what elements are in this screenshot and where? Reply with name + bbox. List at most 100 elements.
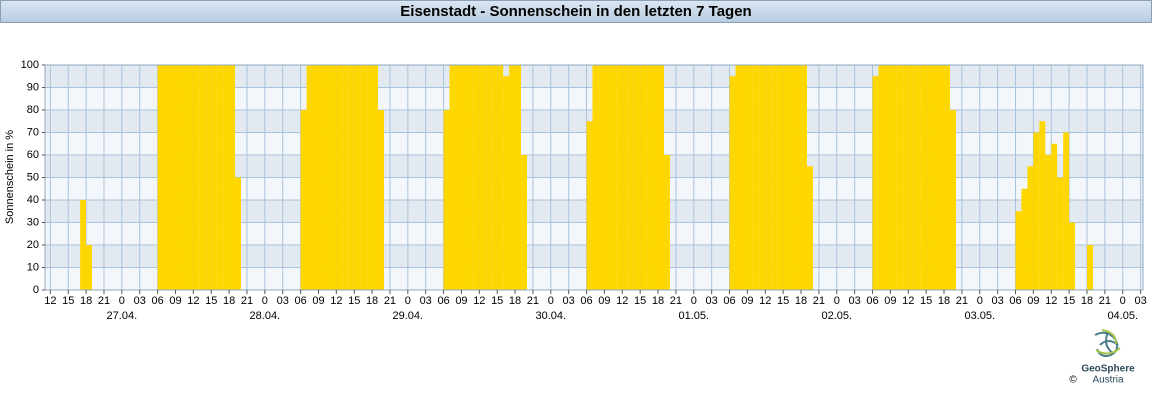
x-tick-label: 0 bbox=[977, 295, 983, 307]
x-tick-label: 03 bbox=[563, 295, 575, 307]
chart-title: Eisenstadt - Sonnenschein in den letzten… bbox=[400, 3, 751, 20]
bar bbox=[324, 65, 331, 290]
x-tick-label: 12 bbox=[616, 295, 628, 307]
bar bbox=[658, 65, 665, 290]
y-axis-label: Sonnenschein in % bbox=[4, 130, 16, 224]
bar bbox=[771, 65, 778, 290]
y-tick-label: 50 bbox=[27, 171, 39, 183]
x-tick-label: 03 bbox=[420, 295, 432, 307]
copyright: © bbox=[1069, 375, 1077, 386]
bar bbox=[896, 65, 903, 290]
x-tick-label: 03 bbox=[1134, 295, 1146, 307]
bar bbox=[747, 65, 754, 290]
bar bbox=[503, 76, 510, 290]
x-tick-label: 21 bbox=[956, 295, 968, 307]
x-date-label: 27.04. bbox=[107, 310, 138, 322]
bar bbox=[199, 65, 206, 290]
x-tick-label: 03 bbox=[277, 295, 289, 307]
bar bbox=[330, 65, 337, 290]
bar bbox=[354, 65, 361, 290]
x-tick-label: 12 bbox=[44, 295, 56, 307]
bar bbox=[1057, 177, 1064, 290]
bar bbox=[902, 65, 909, 290]
bar bbox=[1015, 211, 1022, 290]
x-tick-label: 15 bbox=[205, 295, 217, 307]
bar bbox=[509, 65, 516, 290]
logo-name: GeoSphere bbox=[1081, 364, 1135, 375]
x-date-label: 01.05. bbox=[678, 310, 709, 322]
bar bbox=[759, 65, 766, 290]
x-tick-label: 09 bbox=[598, 295, 610, 307]
x-tick-label: 15 bbox=[348, 295, 360, 307]
x-tick-label: 06 bbox=[1009, 295, 1021, 307]
x-tick-label: 09 bbox=[1027, 295, 1039, 307]
y-tick-label: 70 bbox=[27, 126, 39, 138]
x-tick-label: 09 bbox=[455, 295, 467, 307]
bar bbox=[235, 177, 242, 290]
bar bbox=[1033, 132, 1040, 290]
y-tick-label: 90 bbox=[27, 81, 39, 93]
bar bbox=[604, 65, 611, 290]
x-tick-label: 21 bbox=[813, 295, 825, 307]
bar bbox=[497, 65, 504, 290]
bar bbox=[229, 65, 236, 290]
bar bbox=[1045, 155, 1052, 290]
bar bbox=[920, 65, 927, 290]
bar bbox=[205, 65, 212, 290]
x-tick-label: 18 bbox=[509, 295, 521, 307]
y-tick-label: 80 bbox=[27, 104, 39, 116]
bar bbox=[223, 65, 230, 290]
bar bbox=[908, 65, 915, 290]
logo: GeoSphere Austria © bbox=[1069, 329, 1135, 386]
x-tick-label: 12 bbox=[187, 295, 199, 307]
bar bbox=[949, 110, 956, 290]
x-tick-label: 15 bbox=[634, 295, 646, 307]
bar bbox=[217, 65, 224, 290]
bar bbox=[467, 65, 474, 290]
bar bbox=[622, 65, 629, 290]
bar bbox=[753, 65, 760, 290]
logo-country: Austria bbox=[1092, 375, 1124, 386]
x-tick-label: 18 bbox=[938, 295, 950, 307]
bar bbox=[515, 65, 522, 290]
bar bbox=[878, 65, 885, 290]
x-tick-label: 09 bbox=[741, 295, 753, 307]
y-tick-label: 10 bbox=[27, 261, 39, 273]
x-tick-label: 0 bbox=[548, 295, 554, 307]
x-tick-label: 12 bbox=[759, 295, 771, 307]
x-tick-label: 06 bbox=[294, 295, 306, 307]
x-tick-label: 0 bbox=[119, 295, 125, 307]
x-tick-label: 06 bbox=[723, 295, 735, 307]
x-tick-label: 0 bbox=[405, 295, 411, 307]
x-tick-label: 03 bbox=[134, 295, 146, 307]
x-tick-label: 09 bbox=[312, 295, 324, 307]
x-tick-label: 09 bbox=[884, 295, 896, 307]
x-tick-label: 12 bbox=[902, 295, 914, 307]
bar bbox=[1027, 166, 1034, 290]
bar bbox=[163, 65, 170, 290]
bar bbox=[640, 65, 647, 290]
bar bbox=[1051, 143, 1058, 290]
bar bbox=[157, 65, 164, 290]
bar bbox=[652, 65, 659, 290]
bar bbox=[491, 65, 498, 290]
x-date-label: 28.04. bbox=[250, 310, 281, 322]
x-tick-label: 0 bbox=[1120, 295, 1126, 307]
bar bbox=[312, 65, 319, 290]
x-tick-label: 12 bbox=[330, 295, 342, 307]
x-tick-label: 18 bbox=[652, 295, 664, 307]
x-date-label: 03.05. bbox=[964, 310, 995, 322]
bar bbox=[884, 65, 891, 290]
bar bbox=[646, 65, 653, 290]
bar bbox=[318, 65, 325, 290]
x-date-label: 04.05. bbox=[1107, 310, 1138, 322]
x-tick-label: 0 bbox=[834, 295, 840, 307]
x-tick-label: 03 bbox=[992, 295, 1004, 307]
bar bbox=[944, 65, 950, 290]
bar bbox=[175, 65, 182, 290]
x-tick-label: 06 bbox=[151, 295, 163, 307]
bar bbox=[372, 65, 379, 290]
x-tick-label: 15 bbox=[777, 295, 789, 307]
